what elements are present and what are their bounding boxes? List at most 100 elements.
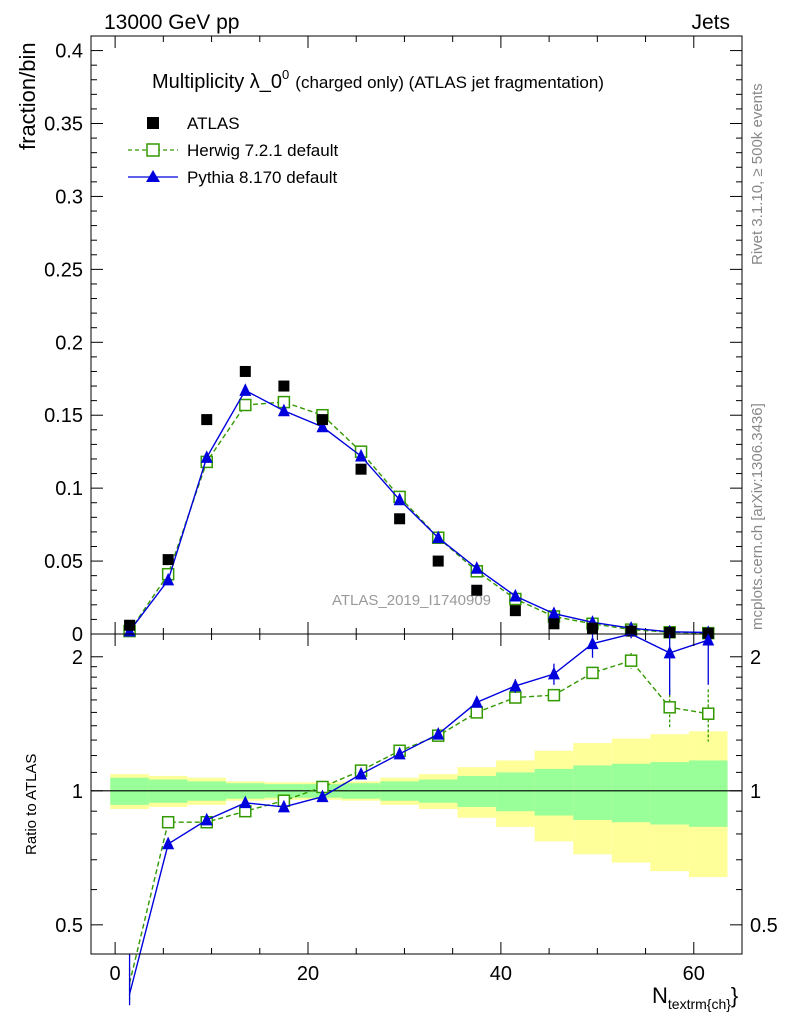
header-energy-label: 13000 GeV pp bbox=[104, 11, 239, 34]
ratio-y-axis-label: Ratio to ATLAS bbox=[23, 754, 40, 855]
ratio-pythia-point bbox=[393, 746, 406, 760]
ratio-herwig-line bbox=[128, 659, 709, 984]
ratio-pythia-point bbox=[239, 795, 252, 809]
ratio-plot-frame bbox=[90, 633, 743, 955]
pythia-point bbox=[393, 492, 406, 506]
pythia-point bbox=[162, 572, 175, 586]
pythia-point bbox=[547, 606, 560, 619]
mcplots-label: mcplots.cern.ch [arXiv:1306.3436] bbox=[749, 403, 766, 630]
main-y-axis-label: fraction/bin bbox=[15, 42, 40, 150]
ratio-band-inner bbox=[496, 772, 535, 812]
atlas-point bbox=[124, 619, 136, 631]
atlas-point bbox=[471, 584, 483, 596]
ratio-pythia-point bbox=[316, 789, 329, 803]
ratio-band-inner bbox=[611, 763, 651, 823]
pythia-point bbox=[277, 403, 290, 417]
ratio-uncertainty-bands bbox=[110, 731, 728, 878]
x-tick-label: 0 bbox=[110, 963, 121, 985]
pythia-point bbox=[509, 588, 522, 602]
main-y-tick-label: 0.4 bbox=[55, 41, 83, 63]
ratio-band-inner bbox=[457, 775, 497, 807]
legend: ATLAS Herwig 7.2.1 default Pythia 8.170 … bbox=[128, 114, 338, 187]
main-watermark: ATLAS_2019_I1740909 bbox=[332, 592, 491, 609]
ratio-pythia-point bbox=[162, 836, 175, 850]
legend-atlas-label: ATLAS bbox=[187, 114, 240, 133]
ratio-y-tick-label-right: 0.5 bbox=[750, 915, 778, 937]
atlas-point bbox=[394, 513, 406, 525]
atlas-point bbox=[162, 554, 174, 566]
x-axis-label-tail: } bbox=[731, 983, 738, 1008]
ratio-pythia-point bbox=[663, 645, 676, 659]
ratio-pythia-point bbox=[702, 632, 715, 646]
ratio-pythia-point bbox=[355, 766, 368, 780]
ratio-herwig-point bbox=[586, 666, 599, 680]
herwig-point bbox=[239, 398, 252, 412]
ratio-y-tick-label-right: 1 bbox=[750, 781, 761, 803]
ratio-band-inner bbox=[573, 765, 612, 820]
ratio-series-pythia bbox=[128, 632, 715, 1006]
ratio-y-tick-label-right: 2 bbox=[750, 647, 761, 669]
ratio-herwig-point bbox=[547, 688, 561, 702]
ratio-herwig-point bbox=[470, 706, 484, 719]
atlas-point bbox=[587, 622, 599, 634]
atlas-point bbox=[664, 627, 676, 639]
chart-title-sup: 0 bbox=[282, 67, 289, 82]
ratio-y-ticks: 0.5 0.5 1 1 2 2 bbox=[55, 647, 778, 937]
pythia-line bbox=[129, 389, 709, 634]
main-y-tick-label: 0.35 bbox=[44, 114, 83, 136]
main-y-tick-label: 0.15 bbox=[44, 405, 83, 427]
main-panel: fraction/bin 00.050.10.150.20.250.30.350… bbox=[15, 35, 743, 646]
ratio-herwig-point bbox=[624, 654, 638, 667]
header-jets-label: Jets bbox=[691, 11, 730, 34]
ratio-y-tick-label: 0.5 bbox=[55, 915, 83, 937]
main-y-tick-label: 0.2 bbox=[55, 332, 83, 354]
ratio-band-inner bbox=[688, 760, 728, 827]
ratio-pythia-point bbox=[509, 678, 522, 692]
ratio-pythia-point bbox=[547, 666, 560, 680]
atlas-point bbox=[509, 605, 521, 617]
atlas-point bbox=[625, 625, 637, 637]
ratio-band-inner bbox=[534, 768, 574, 816]
ratio-pythia-point bbox=[586, 636, 599, 650]
pythia-point bbox=[355, 448, 368, 462]
herwig-line bbox=[129, 401, 709, 634]
chart-title-rest: (charged only) (ATLAS jet fragmentation) bbox=[295, 73, 604, 92]
main-y-tick-label: 0.25 bbox=[44, 259, 83, 281]
atlas-point bbox=[355, 463, 367, 475]
ratio-herwig-point bbox=[161, 815, 175, 829]
ratio-y-tick-label: 1 bbox=[72, 781, 83, 803]
main-y-tick-label: 0 bbox=[72, 624, 83, 646]
x-axis-label-main: N bbox=[652, 983, 668, 1008]
legend-pythia-label: Pythia 8.170 default bbox=[187, 168, 338, 187]
x-tick-label: 60 bbox=[683, 963, 705, 985]
pythia-point bbox=[470, 561, 483, 574]
atlas-point bbox=[548, 618, 560, 630]
legend-atlas-marker bbox=[147, 117, 159, 129]
x-tick-label: 20 bbox=[297, 963, 319, 985]
ratio-pythia-point bbox=[277, 799, 290, 813]
atlas-point bbox=[239, 365, 251, 377]
atlas-point bbox=[278, 380, 290, 392]
main-y-tick-label: 0.05 bbox=[44, 551, 83, 573]
ratio-pythia-point bbox=[470, 695, 483, 708]
ratio-pythia-point bbox=[200, 812, 213, 826]
ratio-herwig-point bbox=[701, 707, 715, 720]
chart-title: Multiplicity λ_00 (charged only) (ATLAS j… bbox=[152, 67, 604, 93]
chart-title-main: Multiplicity λ_0 bbox=[152, 71, 282, 93]
pythia-point bbox=[200, 450, 213, 463]
main-y-ticks: 0 0.05 0.1 0.15 0.2 0.25 0.3 0.35 0.4 bbox=[44, 41, 742, 646]
ratio-x-ticks: 0 20 40 60 bbox=[110, 634, 705, 985]
atlas-point bbox=[201, 414, 213, 426]
legend-herwig-marker bbox=[146, 143, 160, 157]
pythia-point bbox=[432, 530, 445, 544]
x-axis-label-sub: textrm{ch} bbox=[668, 996, 731, 1012]
main-y-tick-label: 0.3 bbox=[55, 186, 83, 208]
ratio-y-tick-label: 2 bbox=[72, 647, 83, 669]
ratio-pythia-point bbox=[432, 727, 445, 740]
rivet-label: Rivet 3.1.10, ≥ 500k events bbox=[749, 83, 766, 265]
main-x-ticks bbox=[114, 36, 695, 634]
ratio-panel: 0.5 0.5 1 1 2 2 0 20 40 60 Ratio to ATLAS bbox=[23, 632, 778, 1006]
x-axis-label: Ntextrm{ch}} bbox=[652, 983, 738, 1012]
ratio-pythia-line bbox=[128, 633, 709, 995]
